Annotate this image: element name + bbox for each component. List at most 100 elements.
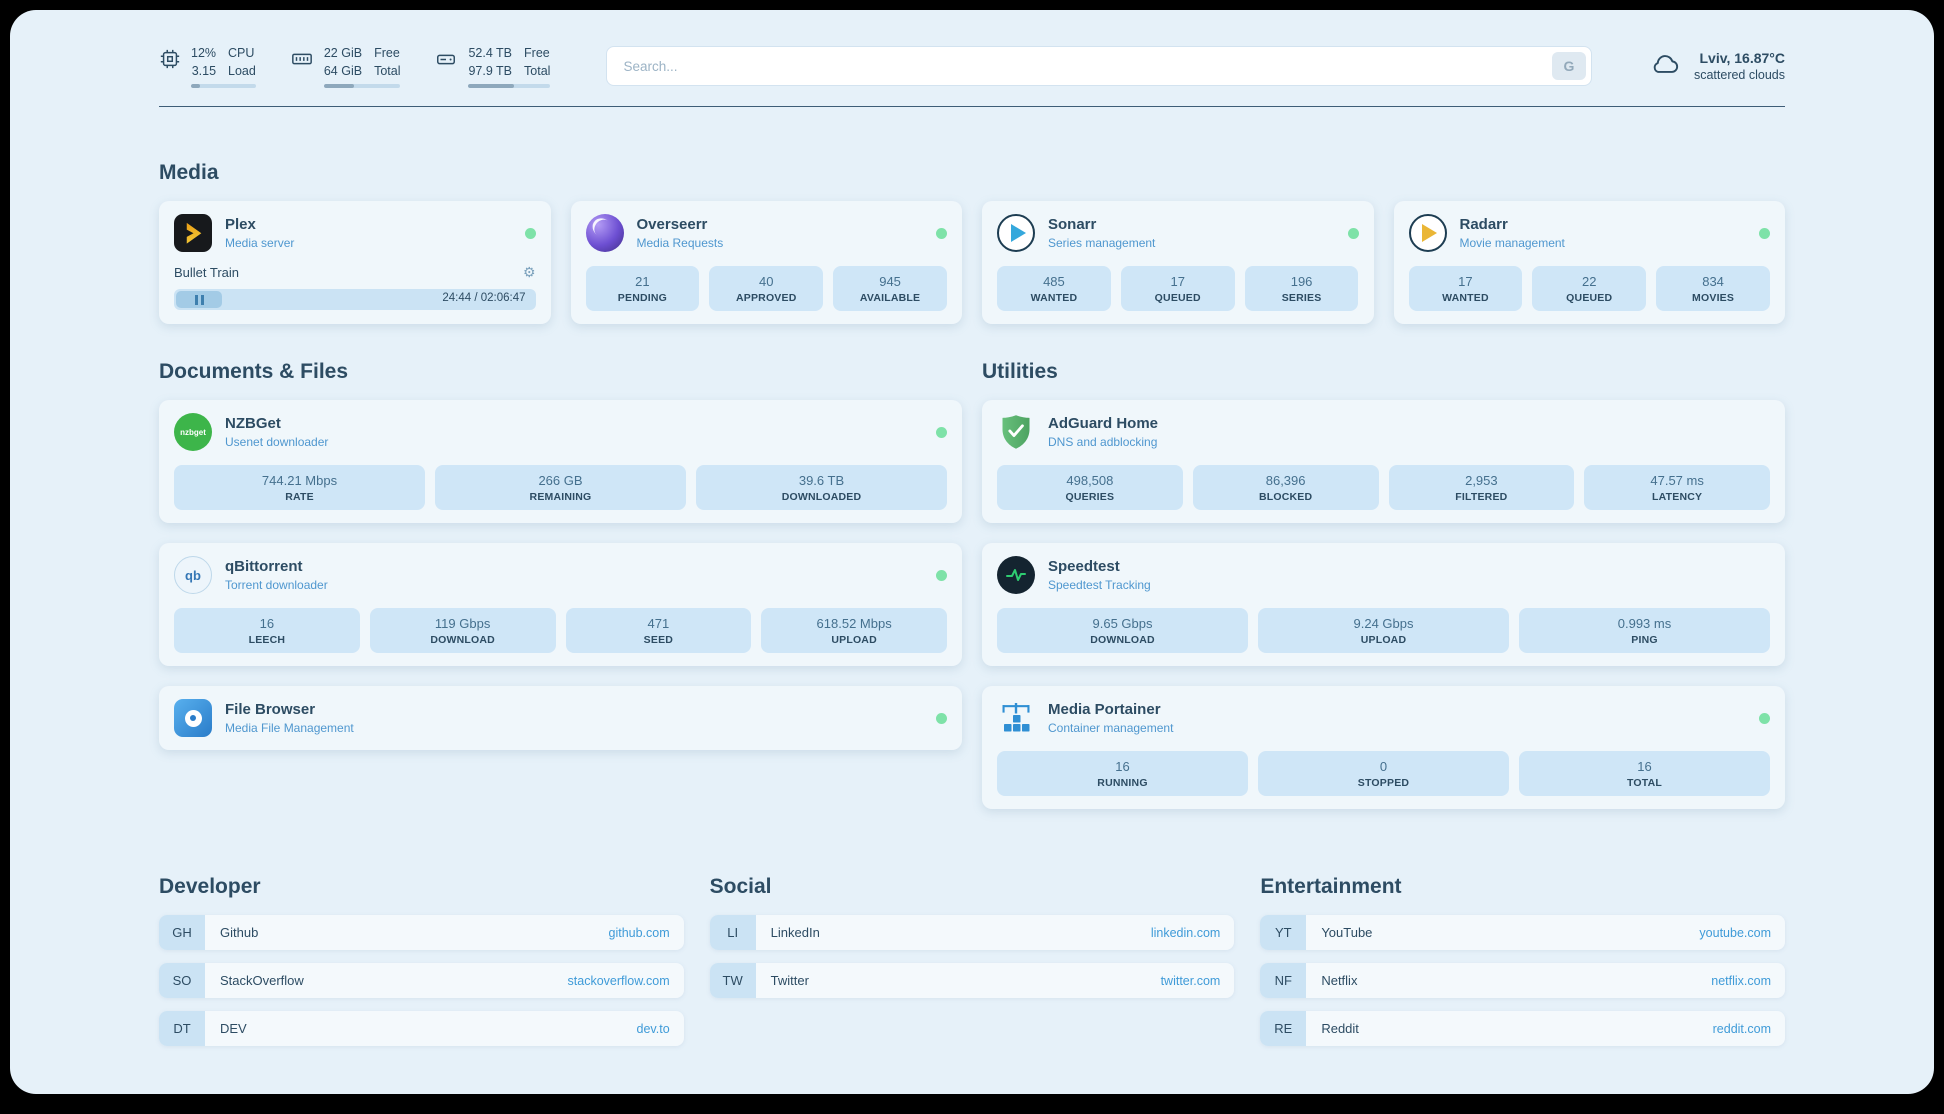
speedtest-link[interactable]: Speedtest Speedtest Tracking	[997, 556, 1770, 595]
adguard-link[interactable]: AdGuard Home DNS and adblocking	[997, 413, 1770, 451]
bookmark-abbr: NF	[1260, 963, 1307, 999]
top-bar: 12% 3.15 CPU Load	[159, 44, 1785, 89]
sonarr-link[interactable]: Sonarr Series management	[997, 214, 1359, 253]
service-subtitle: Usenet downloader	[225, 435, 329, 450]
stat-box: 266 GB REMAINING	[435, 465, 686, 511]
plex-icon	[174, 214, 212, 253]
memory-progress-bar	[323, 84, 401, 89]
bookmark-url: twitter.com	[1160, 973, 1221, 988]
service-subtitle: Movie management	[1459, 236, 1565, 251]
bookmark-netflix[interactable]: NF Netflix netflix.com	[1260, 963, 1785, 999]
bookmark-twitter[interactable]: TW Twitter twitter.com	[709, 963, 1235, 999]
stat-box: 196 SERIES	[1244, 266, 1359, 312]
memory-free-value: 22 GiB	[323, 46, 363, 60]
disk-free-label: Free	[524, 46, 550, 60]
cpu-chip-icon	[159, 48, 181, 75]
bookmark-name: DEV	[220, 1021, 247, 1037]
bookmark-abbr: LI	[709, 915, 756, 951]
disk-icon	[434, 48, 458, 75]
now-playing-title: Bullet Train	[174, 265, 240, 281]
speedtest-icon	[997, 556, 1035, 595]
bookmark-url: github.com	[608, 925, 670, 940]
service-subtitle: Torrent downloader	[225, 578, 328, 593]
stat-box: 0.993 ms PING	[1519, 608, 1770, 654]
cloud-icon	[1648, 51, 1682, 82]
qbittorrent-link[interactable]: qb qBittorrent Torrent downloader	[174, 556, 947, 595]
service-name: NZBGet	[225, 415, 281, 433]
plex-link[interactable]: Plex Media server	[174, 214, 536, 253]
bookmarks-section: Developer GH Github github.com SO StackO…	[159, 875, 1785, 1094]
bookmark-linkedin[interactable]: LI LinkedIn linkedin.com	[709, 915, 1235, 951]
bookmark-name: LinkedIn	[770, 925, 820, 941]
bookmark-abbr: RE	[1260, 1011, 1307, 1047]
stat-box: 0 STOPPED	[1258, 751, 1509, 797]
bookmark-reddit[interactable]: RE Reddit reddit.com	[1260, 1011, 1785, 1047]
bookmark-url: stackoverflow.com	[567, 973, 670, 988]
service-name: Radarr	[1459, 216, 1508, 234]
overseerr-link[interactable]: Overseerr Media Requests	[585, 214, 947, 253]
pause-button[interactable]	[176, 291, 222, 309]
bookmark-youtube[interactable]: YT YouTube youtube.com	[1260, 915, 1785, 951]
plex-progress-bar: 24:44 / 02:06:47	[174, 289, 536, 311]
stat-box: 22 QUEUED	[1532, 266, 1647, 312]
status-dot	[936, 569, 947, 581]
service-subtitle: Speedtest Tracking	[1048, 578, 1151, 593]
stat-box: 498,508 QUERIES	[997, 465, 1183, 511]
service-name: Plex	[225, 216, 256, 234]
search-input[interactable]	[606, 46, 1592, 87]
service-subtitle: Media Requests	[636, 236, 724, 251]
stat-box: 744.21 Mbps RATE	[174, 465, 425, 511]
dashboard-page: 12% 3.15 CPU Load	[10, 10, 1934, 1094]
qbittorrent-icon: qb	[174, 556, 212, 595]
filebrowser-icon	[174, 699, 212, 738]
bookmark-name: Netflix	[1321, 973, 1358, 989]
memory-widget: 22 GiB 64 GiB Free Total	[290, 44, 401, 89]
nzbget-link[interactable]: nzbget NZBGet Usenet downloader	[174, 413, 947, 452]
bookmark-group-entertainment: Entertainment YT YouTube youtube.com NF …	[1260, 875, 1785, 1059]
service-name: qBittorrent	[225, 558, 303, 576]
bookmark-stackoverflow[interactable]: SO StackOverflow stackoverflow.com	[159, 963, 684, 999]
disk-total-value: 97.9 TB	[468, 64, 513, 79]
portainer-link[interactable]: Media Portainer Container management	[997, 699, 1770, 737]
overseerr-icon	[585, 214, 624, 253]
stat-box: 16 RUNNING	[997, 751, 1248, 797]
bookmark-url: youtube.com	[1699, 925, 1771, 940]
bookmark-github[interactable]: GH Github github.com	[159, 915, 684, 951]
status-dot	[936, 227, 947, 239]
stat-box: 86,396 BLOCKED	[1192, 465, 1379, 511]
stat-box: 40 APPROVED	[709, 266, 824, 312]
status-dot	[1759, 712, 1770, 724]
bookmark-url: netflix.com	[1711, 973, 1771, 988]
gear-icon[interactable]: ⚙	[522, 264, 536, 281]
bookmark-abbr: YT	[1260, 915, 1307, 951]
service-name: Media Portainer	[1048, 701, 1161, 719]
bookmark-dev[interactable]: DT DEV dev.to	[159, 1011, 684, 1047]
ram-icon	[290, 48, 314, 75]
bookmark-group-developer: Developer GH Github github.com SO StackO…	[159, 875, 684, 1059]
nzbget-icon: nzbget	[174, 413, 212, 452]
service-name: Overseerr	[636, 216, 708, 234]
memory-free-label: Free	[374, 46, 400, 60]
service-card-sonarr: Sonarr Series management 485 WANTED 17 Q…	[982, 201, 1374, 325]
cpu-widget: 12% 3.15 CPU Load	[159, 44, 256, 89]
utilities-column: AdGuard Home DNS and adblocking 498,508 …	[982, 400, 1785, 810]
service-subtitle: Media File Management	[225, 721, 354, 736]
cpu-progress-bar	[191, 84, 256, 89]
service-subtitle: DNS and adblocking	[1048, 435, 1158, 450]
cpu-label: CPU	[228, 46, 255, 60]
sonarr-icon	[997, 214, 1035, 253]
stat-box: 16 LEECH	[174, 608, 360, 654]
stat-box: 2,953 FILTERED	[1388, 465, 1575, 511]
documents-column: nzbget NZBGet Usenet downloader 744.21 M…	[159, 400, 962, 751]
stat-box: 485 WANTED	[997, 266, 1111, 312]
media-card-grid: Plex Media server Bullet Train ⚙ 24:44 /…	[159, 201, 1785, 325]
search-provider-button[interactable]: G	[1551, 52, 1586, 81]
stat-box: 945 AVAILABLE	[833, 266, 947, 312]
memory-total-value: 64 GiB	[323, 64, 363, 79]
disk-progress-bar	[468, 84, 551, 89]
stat-box: 17 QUEUED	[1120, 266, 1235, 312]
weather-widget: Lviv, 16.87°C scattered clouds	[1648, 50, 1785, 82]
service-card-radarr: Radarr Movie management 17 WANTED 22 QUE…	[1393, 201, 1785, 325]
filebrowser-link[interactable]: File Browser Media File Management	[174, 699, 947, 738]
radarr-link[interactable]: Radarr Movie management	[1408, 214, 1770, 253]
